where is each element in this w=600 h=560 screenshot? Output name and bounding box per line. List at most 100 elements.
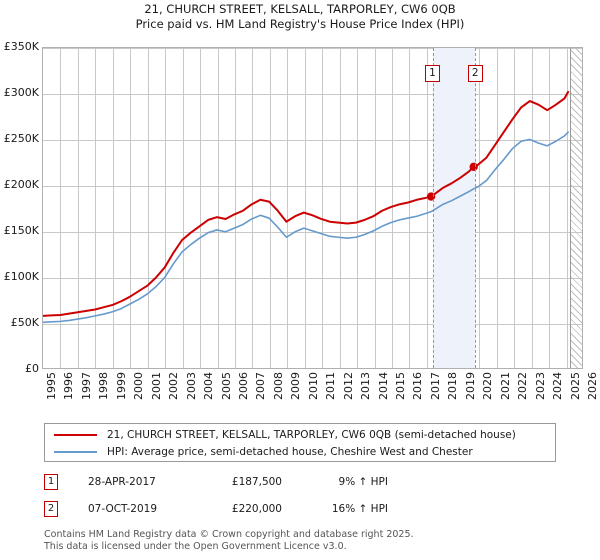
x-axis-tick-label: 2001: [149, 372, 163, 400]
gridline-horizontal: [43, 232, 582, 233]
chart-marker-badge-2[interactable]: 2: [467, 65, 483, 82]
x-axis-tick-label: 2010: [306, 372, 320, 400]
chart-marker-badge-1[interactable]: 1: [425, 65, 441, 82]
gridline-vertical: [549, 48, 550, 368]
transaction-hpi-delta-2: 16% ↑ HPI: [331, 503, 388, 515]
y-axis-tick-label: £150K: [3, 224, 39, 237]
x-axis-tick-label: 2026: [586, 372, 599, 400]
gridline-horizontal: [43, 278, 582, 279]
gridline-horizontal: [43, 140, 582, 141]
x-axis-tick-label: 2002: [167, 372, 181, 400]
legend-label-price-paid: 21, CHURCH STREET, KELSALL, TARPORLEY, C…: [107, 429, 516, 441]
gridline-vertical: [148, 48, 149, 368]
y-axis-tick-label: £100K: [3, 270, 39, 283]
x-axis-tick-label: 2004: [202, 372, 216, 400]
transaction-index-1: 1: [44, 474, 58, 490]
gridline-vertical: [287, 48, 288, 368]
gridline-vertical: [357, 48, 358, 368]
legend-item-price-paid: 21, CHURCH STREET, KELSALL, TARPORLEY, C…: [45, 426, 516, 444]
shaded-band: [432, 48, 476, 368]
gridline-vertical: [165, 48, 166, 368]
x-axis-tick-label: 2019: [463, 372, 477, 400]
x-axis-tick-label: 1997: [79, 372, 93, 400]
legend-color-swatch-blue: [54, 451, 97, 453]
x-axis-tick-label: 2023: [533, 372, 547, 400]
gridline-horizontal: [43, 48, 582, 49]
transaction-price-1: £187,500: [231, 476, 282, 488]
legend-item-hpi: HPI: Average price, semi-detached house,…: [45, 443, 473, 461]
series-line-hpi: [43, 132, 568, 322]
x-axis-tick-label: 1995: [45, 372, 58, 400]
title-line-1: 21, CHURCH STREET, KELSALL, TARPORLEY, C…: [144, 2, 456, 16]
page-title: 21, CHURCH STREET, KELSALL, TARPORLEY, C…: [0, 2, 600, 32]
transaction-hpi-delta-1: 9% ↑ HPI: [338, 476, 388, 488]
gridline-vertical: [514, 48, 515, 368]
x-axis-labels: 1995 1996 1997 1998 1999 2000 2001 2002 2003 2004…: [42, 372, 599, 416]
gridline-horizontal: [43, 186, 582, 187]
gridline-vertical: [532, 48, 533, 368]
gridline-horizontal: [43, 94, 582, 95]
transaction-row-1[interactable]: 1 28-APR-2017 £187,500 9% ↑ HPI: [44, 474, 464, 492]
x-axis-tick-label: 2008: [271, 372, 285, 400]
gridline-vertical: [497, 48, 498, 368]
transaction-point-marker[interactable]: [426, 192, 436, 201]
x-axis-tick-label: 2018: [446, 372, 460, 400]
series-line-price-paid: [43, 92, 568, 316]
footer-attribution: Contains HM Land Registry data © Crown c…: [44, 529, 584, 552]
x-axis-tick-label: 2022: [516, 372, 530, 400]
x-axis-tick-label: 2007: [254, 372, 268, 400]
gridline-vertical: [95, 48, 96, 368]
x-axis-tick-label: 2013: [359, 372, 373, 400]
chart-series-lines: [43, 48, 582, 368]
chart-legend: 21, CHURCH STREET, KELSALL, TARPORLEY, C…: [44, 423, 556, 462]
x-axis-tick-label: 2020: [481, 372, 495, 400]
footer-line-2: This data is licensed under the Open Gov…: [44, 540, 347, 552]
transaction-point-marker[interactable]: [469, 162, 478, 172]
x-axis-tick-label: 2016: [411, 372, 425, 400]
y-axis-tick-label: £200K: [3, 178, 39, 191]
y-axis-tick-label: £300K: [3, 86, 39, 99]
y-axis-labels: £0 £50K £100K £150K £200K £250K £300K £350K: [0, 0, 39, 560]
transaction-event-line: [432, 48, 434, 368]
x-axis-tick-label: 1996: [62, 372, 76, 400]
x-axis-tick-label: 2005: [219, 372, 233, 400]
legend-label-hpi: HPI: Average price, semi-detached house,…: [107, 446, 473, 458]
transaction-date-1: 28-APR-2017: [88, 476, 156, 488]
gridline-vertical: [375, 48, 376, 368]
gridline-vertical: [567, 48, 568, 368]
gridline-vertical: [130, 48, 131, 368]
x-axis-tick-label: 2006: [236, 372, 250, 400]
gridline-vertical: [183, 48, 184, 368]
gridline-vertical: [479, 48, 480, 368]
gridline-vertical: [78, 48, 79, 368]
gridline-vertical: [305, 48, 306, 368]
transaction-date-2: 07-OCT-2019: [88, 503, 157, 515]
gridline-vertical: [409, 48, 410, 368]
x-axis-tick-label: 1998: [97, 372, 111, 400]
x-axis-tick-label: 2015: [394, 372, 408, 400]
transaction-row-2[interactable]: 2 07-OCT-2019 £220,000 16% ↑ HPI: [44, 501, 464, 519]
y-axis-tick-label: £50K: [10, 316, 39, 329]
x-axis-tick-label: 2003: [184, 372, 198, 400]
x-axis-tick-label: 2024: [551, 372, 565, 400]
x-axis-tick-label: 1999: [114, 372, 128, 400]
x-axis-tick-label: 2014: [376, 372, 390, 400]
gridline-vertical: [322, 48, 323, 368]
transaction-event-line: [475, 48, 477, 368]
gridline-vertical: [427, 48, 428, 368]
legend-color-swatch-red: [54, 434, 97, 436]
x-axis-tick-label: 2017: [428, 372, 442, 400]
gridline-vertical: [200, 48, 201, 368]
transaction-price-2: £220,000: [231, 503, 282, 515]
gridline-vertical: [60, 48, 61, 368]
y-axis-tick-label: £350K: [3, 40, 39, 53]
y-axis-tick-label: £0: [25, 362, 39, 375]
gridline-horizontal: [43, 324, 582, 325]
y-axis-tick-label: £250K: [3, 132, 39, 145]
gridline-vertical: [340, 48, 341, 368]
gridline-vertical: [113, 48, 114, 368]
gridline-vertical: [392, 48, 393, 368]
x-axis-tick-label: 2012: [341, 372, 355, 400]
